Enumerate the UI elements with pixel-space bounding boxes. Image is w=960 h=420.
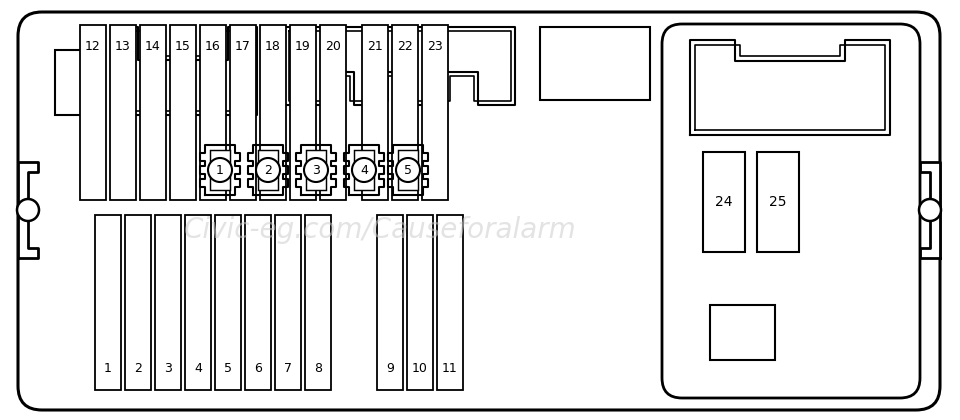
Text: 2: 2 [264,163,272,176]
Polygon shape [388,145,428,195]
Polygon shape [695,45,885,130]
Text: 12: 12 [85,40,101,53]
Bar [422,25,448,200]
Bar [437,215,463,390]
Polygon shape [18,162,38,258]
Polygon shape [285,27,515,105]
Bar [398,150,418,190]
Text: 20: 20 [325,40,341,53]
Polygon shape [201,145,240,195]
Text: Civic-eg.com/Causeforalarm: Civic-eg.com/Causeforalarm [183,216,576,244]
Bar [275,215,301,390]
Text: 21: 21 [367,40,383,53]
Text: 8: 8 [314,362,322,375]
Text: 16: 16 [205,40,221,53]
Text: 7: 7 [284,362,292,375]
Text: 13: 13 [115,40,131,53]
Polygon shape [116,31,253,111]
Text: 25: 25 [769,195,787,209]
Bar [407,215,433,390]
Bar [710,305,775,360]
Text: 9: 9 [386,362,394,375]
Circle shape [208,158,232,182]
Bar [757,152,799,252]
Text: 23: 23 [427,40,443,53]
Bar [185,215,211,390]
Text: 3: 3 [312,163,320,176]
Text: 17: 17 [235,40,251,53]
Circle shape [17,199,39,221]
Circle shape [396,158,420,182]
Bar [170,25,196,200]
Bar [230,25,256,200]
Text: 11: 11 [443,362,458,375]
Bar [110,25,136,200]
Text: 10: 10 [412,362,428,375]
Polygon shape [297,145,336,195]
Text: 4: 4 [360,163,368,176]
Polygon shape [345,145,384,195]
Text: 5: 5 [224,362,232,375]
Bar [290,25,316,200]
Bar [80,25,106,200]
Text: 15: 15 [175,40,191,53]
Text: 6: 6 [254,362,262,375]
Bar [362,25,388,200]
Bar [95,215,121,390]
Polygon shape [112,27,257,115]
Text: 4: 4 [194,362,202,375]
Text: 19: 19 [295,40,311,53]
Bar [125,215,151,390]
Circle shape [256,158,280,182]
Text: 1: 1 [216,163,224,176]
FancyBboxPatch shape [662,24,920,398]
Bar [320,25,346,200]
Text: 2: 2 [134,362,142,375]
Text: 18: 18 [265,40,281,53]
FancyBboxPatch shape [18,12,940,410]
Polygon shape [690,40,890,135]
Text: 24: 24 [715,195,732,209]
Bar [200,25,226,200]
Bar [703,152,745,252]
Circle shape [304,158,328,182]
Polygon shape [249,145,288,195]
Circle shape [352,158,376,182]
Bar [306,150,325,190]
Polygon shape [289,31,511,101]
Bar [155,215,181,390]
Bar [140,25,166,200]
Bar [392,25,418,200]
Bar [305,215,331,390]
Text: 14: 14 [145,40,161,53]
Bar [55,50,105,115]
Bar [210,150,229,190]
Circle shape [919,199,941,221]
Bar [258,150,277,190]
Text: 5: 5 [404,163,412,176]
Bar [215,215,241,390]
Text: 22: 22 [397,40,413,53]
Bar [377,215,403,390]
Bar [354,150,373,190]
Text: 1: 1 [104,362,112,375]
Bar [260,25,286,200]
Bar [245,215,271,390]
Text: 3: 3 [164,362,172,375]
Polygon shape [920,162,940,258]
Bar [540,27,650,100]
